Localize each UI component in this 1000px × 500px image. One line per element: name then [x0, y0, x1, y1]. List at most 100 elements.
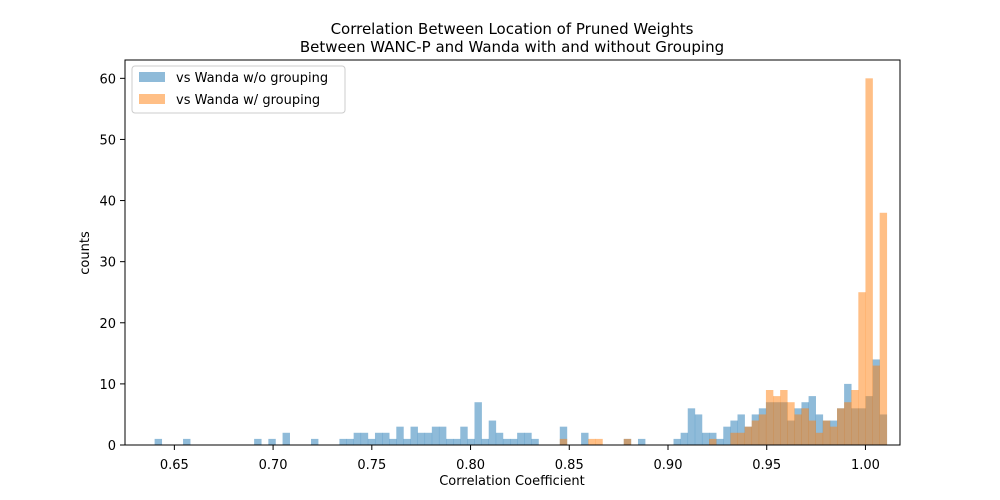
histogram-bar — [865, 78, 873, 445]
histogram-bar — [815, 414, 824, 445]
x-tick-label: 0.90 — [654, 458, 683, 473]
y-tick-label: 40 — [99, 195, 116, 210]
histogram-bar — [751, 420, 760, 445]
histogram-bar — [837, 408, 845, 445]
plot-frame — [124, 59, 901, 446]
histogram-bar — [559, 438, 568, 445]
histogram-bar — [524, 432, 532, 445]
histogram-bar — [879, 212, 888, 445]
histogram-bar — [758, 414, 767, 445]
histogram-bar — [815, 432, 824, 445]
histogram-bar — [460, 426, 468, 445]
histogram-bar — [403, 438, 411, 445]
histogram-bar — [488, 420, 497, 445]
histogram-bar — [673, 438, 681, 445]
histogram-bar — [311, 438, 319, 445]
x-axis-label: Correlation Coefficient — [439, 474, 585, 489]
x-tick-label: 0.65 — [160, 458, 189, 473]
histogram-bar — [417, 432, 426, 445]
histogram-bar — [510, 438, 518, 445]
histogram-bar — [694, 414, 703, 445]
histogram-bar — [858, 292, 866, 445]
histogram-bar — [382, 432, 390, 445]
histogram-bar — [844, 402, 852, 445]
histogram-bar — [716, 438, 724, 445]
histogram-bar — [453, 438, 461, 445]
x-tick-label: 0.75 — [357, 458, 386, 473]
histogram-bar — [389, 438, 397, 445]
histogram-bar — [474, 402, 482, 445]
legend-swatch-wo-grouping — [139, 72, 165, 82]
legend-frame — [131, 65, 346, 114]
legend-swatch-w-grouping — [139, 94, 165, 104]
y-axis-label: counts — [78, 231, 93, 275]
y-tick-label: 0 — [108, 439, 116, 454]
histogram-bar — [446, 438, 454, 445]
x-tick-label: 0.85 — [555, 458, 584, 473]
histogram-bar — [360, 432, 369, 445]
series-1-bars — [559, 78, 888, 445]
x-tick-label: 0.95 — [752, 458, 781, 473]
histogram-bar — [410, 426, 418, 445]
legend-label-wo-grouping: vs Wanda w/o grouping — [176, 71, 328, 86]
histogram-bar — [374, 432, 383, 445]
histogram-bar — [531, 438, 539, 445]
histogram-bar — [268, 438, 276, 445]
histogram-bar — [282, 432, 290, 445]
histogram-bar — [595, 438, 603, 445]
histogram-bar — [737, 414, 745, 445]
histogram-bar — [872, 365, 880, 445]
histogram-bar — [396, 426, 404, 445]
histogram-bar — [502, 438, 511, 445]
histogram-bar — [801, 408, 809, 445]
histogram-bar — [623, 438, 632, 445]
histogram-bar — [254, 438, 262, 445]
histogram-bar — [773, 396, 781, 445]
histogram-bar — [787, 402, 795, 445]
chart-title-line-2: Between WANC-P and Wanda with and withou… — [300, 38, 724, 56]
histogram-bar — [588, 438, 596, 445]
histogram-bar — [438, 426, 447, 445]
histogram-bar — [780, 390, 788, 445]
histogram-bar — [424, 432, 433, 445]
histogram-bar — [709, 438, 717, 445]
y-tick-label: 10 — [99, 378, 116, 393]
histogram-bar — [701, 432, 710, 445]
histogram-bar — [794, 414, 802, 445]
histogram-bar — [765, 390, 774, 445]
legend: vs Wanda w/o grouping vs Wanda w/ groupi… — [131, 65, 346, 114]
histogram-bar — [723, 426, 731, 445]
x-tick-label: 0.80 — [456, 458, 485, 473]
histogram-bar — [687, 408, 696, 445]
legend-label-w-grouping: vs Wanda w/ grouping — [176, 93, 320, 108]
histogram-bar — [808, 396, 816, 445]
histogram-bar — [829, 426, 838, 445]
bars-layer — [154, 78, 888, 445]
histogram-bar — [481, 438, 490, 445]
histogram-bar — [183, 438, 191, 445]
y-tick-label: 50 — [99, 133, 116, 148]
histogram-bar — [346, 438, 354, 445]
y-tick-label: 30 — [99, 256, 116, 271]
histogram-bar — [637, 438, 646, 445]
histogram-bar — [680, 432, 689, 445]
histogram-bar — [431, 426, 440, 445]
histogram-bar — [517, 432, 525, 445]
y-tick-label: 60 — [99, 72, 116, 87]
chart-title-line-1: Correlation Between Location of Pruned W… — [331, 20, 694, 38]
histogram-bar — [730, 432, 738, 445]
histogram-bar — [353, 432, 362, 445]
histogram-bar — [154, 438, 163, 445]
histogram-bar — [808, 420, 816, 445]
histogram-bar — [744, 426, 753, 445]
histogram-bar — [495, 432, 504, 445]
histogram-bar — [339, 438, 347, 445]
histogram-bar — [467, 438, 475, 445]
histogram-bar — [737, 432, 745, 445]
x-tick-label: 1.00 — [851, 458, 880, 473]
ticks-layer: 0.65 0.70 0.75 0.80 0.85 0.90 0.95 1.00 0 10 20 30 4… — [99, 72, 879, 473]
histogram-bar — [851, 390, 859, 445]
histogram-bar — [822, 420, 831, 445]
histogram-bar — [367, 438, 376, 445]
